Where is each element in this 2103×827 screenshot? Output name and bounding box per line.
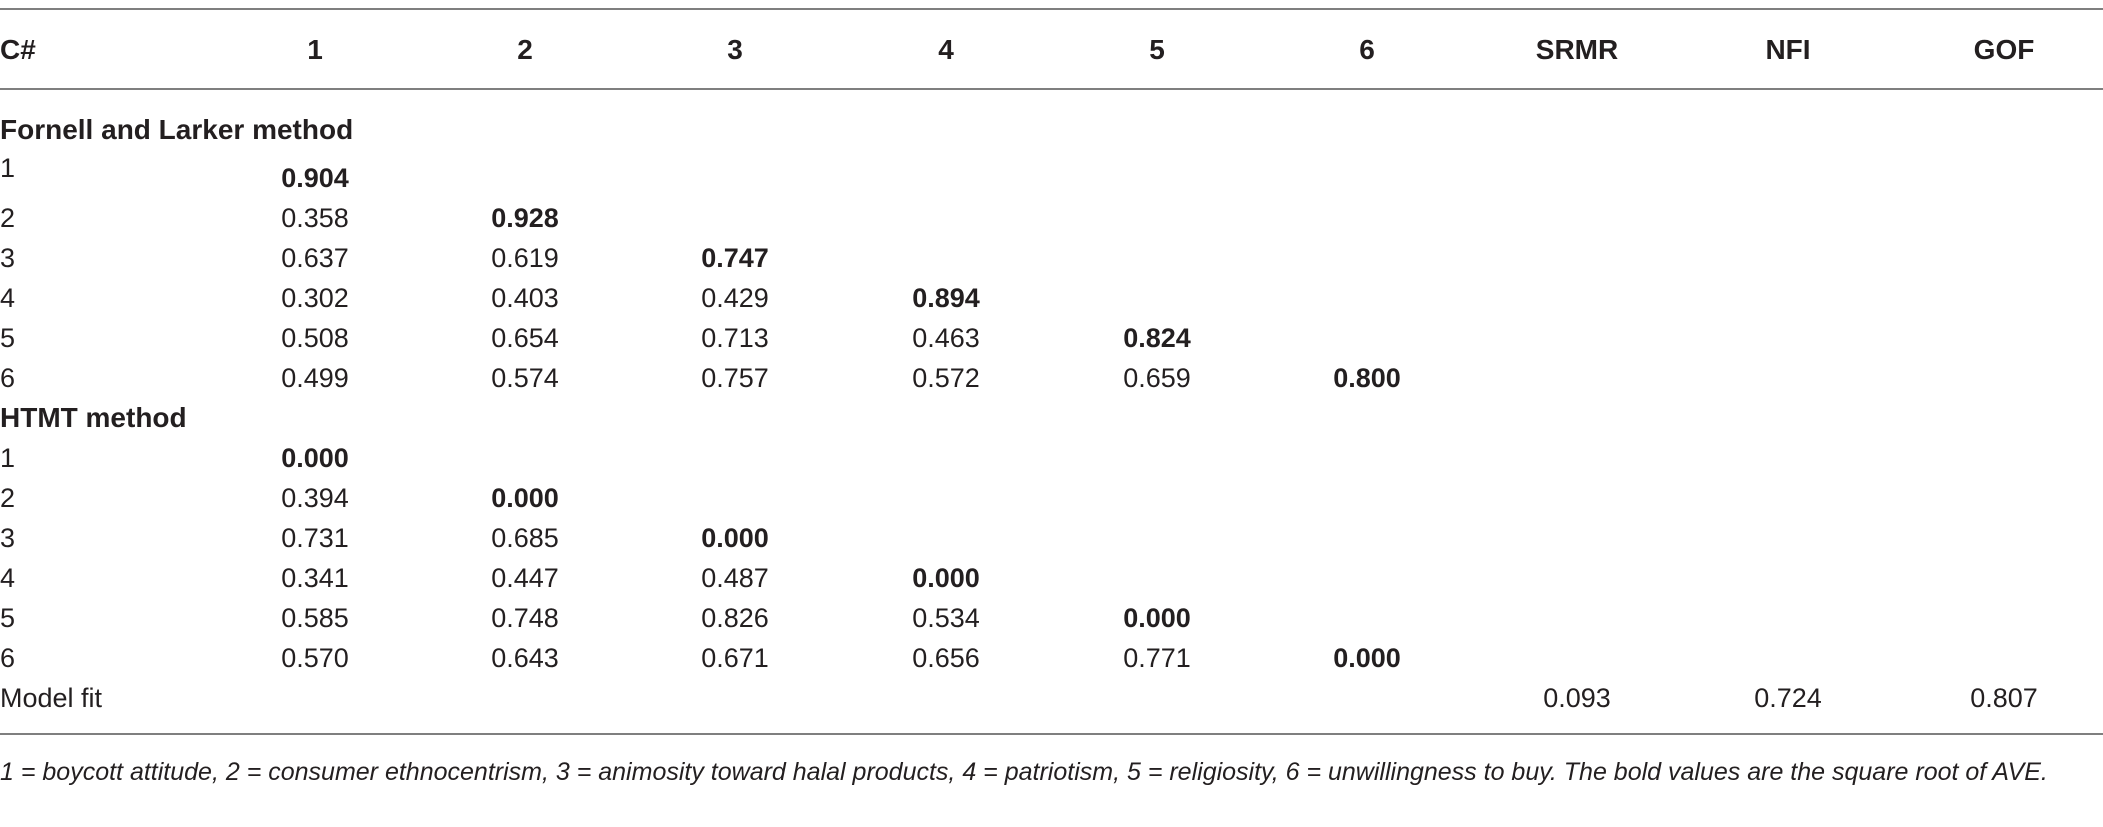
table-row: 2 0.358 0.928 [0, 198, 2103, 238]
table-cell-bold: 0.000 [491, 483, 559, 513]
table-cell: 0.463 [912, 323, 980, 353]
table-cell-bold: 0.894 [912, 283, 980, 313]
table-row: 5 0.508 0.654 0.713 0.463 0.824 [0, 318, 2103, 358]
table-cell-bold: 0.000 [281, 443, 349, 473]
table-cell: 0.487 [701, 563, 769, 593]
table-cell: 0.358 [281, 203, 349, 233]
table-cell: 0.637 [281, 243, 349, 273]
row-label: 2 [0, 203, 16, 233]
section-title-htmt: HTMT method [0, 402, 187, 433]
row-label: 1 [0, 443, 16, 473]
table-cell: 0.643 [491, 643, 559, 673]
model-fit-label: Model fit [0, 683, 103, 713]
row-label: 4 [0, 283, 16, 313]
table-row: 5 0.585 0.748 0.826 0.534 0.000 [0, 598, 2103, 638]
table-cell: 0.757 [701, 363, 769, 393]
table-cell: 0.572 [912, 363, 980, 393]
table-bottom-rule [0, 733, 2103, 735]
table-header-row: C# 1 2 3 4 5 6 SRMR NFI GOF [0, 30, 2103, 70]
row-label: 6 [0, 363, 16, 393]
table-cell: 0.685 [491, 523, 559, 553]
row-label: 5 [0, 323, 16, 353]
table-cell-bold: 0.824 [1123, 323, 1191, 353]
table-row: 3 0.637 0.619 0.747 [0, 238, 2103, 278]
table-row: 3 0.731 0.685 0.000 [0, 518, 2103, 558]
table-top-rule [0, 8, 2103, 10]
header-col-2: 2 [517, 34, 533, 65]
table-cell-bold: 0.000 [1123, 603, 1191, 633]
table-cell-bold: 0.000 [1333, 643, 1401, 673]
table-row: 4 0.302 0.403 0.429 0.894 [0, 278, 2103, 318]
table-cell: 0.585 [281, 603, 349, 633]
table-cell: 0.508 [281, 323, 349, 353]
row-label: 6 [0, 643, 16, 673]
table-cell-bold: 0.000 [701, 523, 769, 553]
table-cell: 0.771 [1123, 643, 1191, 673]
row-label: 1 [0, 153, 16, 183]
table-footnote: 1 = boycott attitude, 2 = consumer ethno… [0, 758, 2048, 786]
table-cell: 0.654 [491, 323, 559, 353]
table-header-rule [0, 88, 2103, 90]
srmr-value: 0.093 [1543, 683, 1611, 713]
table-cell-bold: 0.904 [281, 163, 349, 193]
table-cell: 0.447 [491, 563, 559, 593]
table-row: 2 0.394 0.000 [0, 478, 2103, 518]
table-row: 4 0.341 0.447 0.487 0.000 [0, 558, 2103, 598]
table-row: 1 0.904 [0, 153, 2103, 198]
header-nfi: NFI [1765, 34, 1811, 65]
table-cell: 0.713 [701, 323, 769, 353]
table-cell: 0.499 [281, 363, 349, 393]
header-col-4: 4 [938, 34, 954, 65]
table-cell: 0.671 [701, 643, 769, 673]
model-fit-row: Model fit 0.093 0.724 0.807 [0, 678, 2103, 718]
nfi-value: 0.724 [1754, 683, 1822, 713]
header-srmr: SRMR [1535, 34, 1619, 65]
table-row: 6 0.570 0.643 0.671 0.656 0.771 0.000 [0, 638, 2103, 678]
table-cell: 0.302 [281, 283, 349, 313]
gof-value: 0.807 [1970, 683, 2038, 713]
table-cell: 0.429 [701, 283, 769, 313]
table-cell-bold: 0.747 [701, 243, 769, 273]
header-col-3: 3 [727, 34, 743, 65]
row-label: 3 [0, 523, 16, 553]
section-title-fornell-larker: Fornell and Larker method [0, 114, 354, 145]
table-cell: 0.731 [281, 523, 349, 553]
header-construct: C# [0, 34, 36, 65]
header-col-5: 5 [1149, 34, 1165, 65]
table-cell: 0.574 [491, 363, 559, 393]
row-label: 2 [0, 483, 16, 513]
header-col-1: 1 [307, 34, 323, 65]
row-label: 3 [0, 243, 16, 273]
table-cell: 0.826 [701, 603, 769, 633]
table-cell: 0.619 [491, 243, 559, 273]
table-cell: 0.656 [912, 643, 980, 673]
table-cell: 0.748 [491, 603, 559, 633]
header-gof: GOF [1973, 34, 2035, 65]
table-cell: 0.534 [912, 603, 980, 633]
row-label: 4 [0, 563, 16, 593]
table-cell: 0.570 [281, 643, 349, 673]
table-row: 1 0.000 [0, 438, 2103, 478]
table-row: 6 0.499 0.574 0.757 0.572 0.659 0.800 [0, 358, 2103, 398]
table-cell: 0.659 [1123, 363, 1191, 393]
table-cell: 0.341 [281, 563, 349, 593]
table-cell-bold: 0.928 [491, 203, 559, 233]
table-cell-bold: 0.000 [912, 563, 980, 593]
table-cell: 0.394 [281, 483, 349, 513]
table-cell: 0.403 [491, 283, 559, 313]
row-label: 5 [0, 603, 16, 633]
table-cell-bold: 0.800 [1333, 363, 1401, 393]
header-col-6: 6 [1359, 34, 1375, 65]
